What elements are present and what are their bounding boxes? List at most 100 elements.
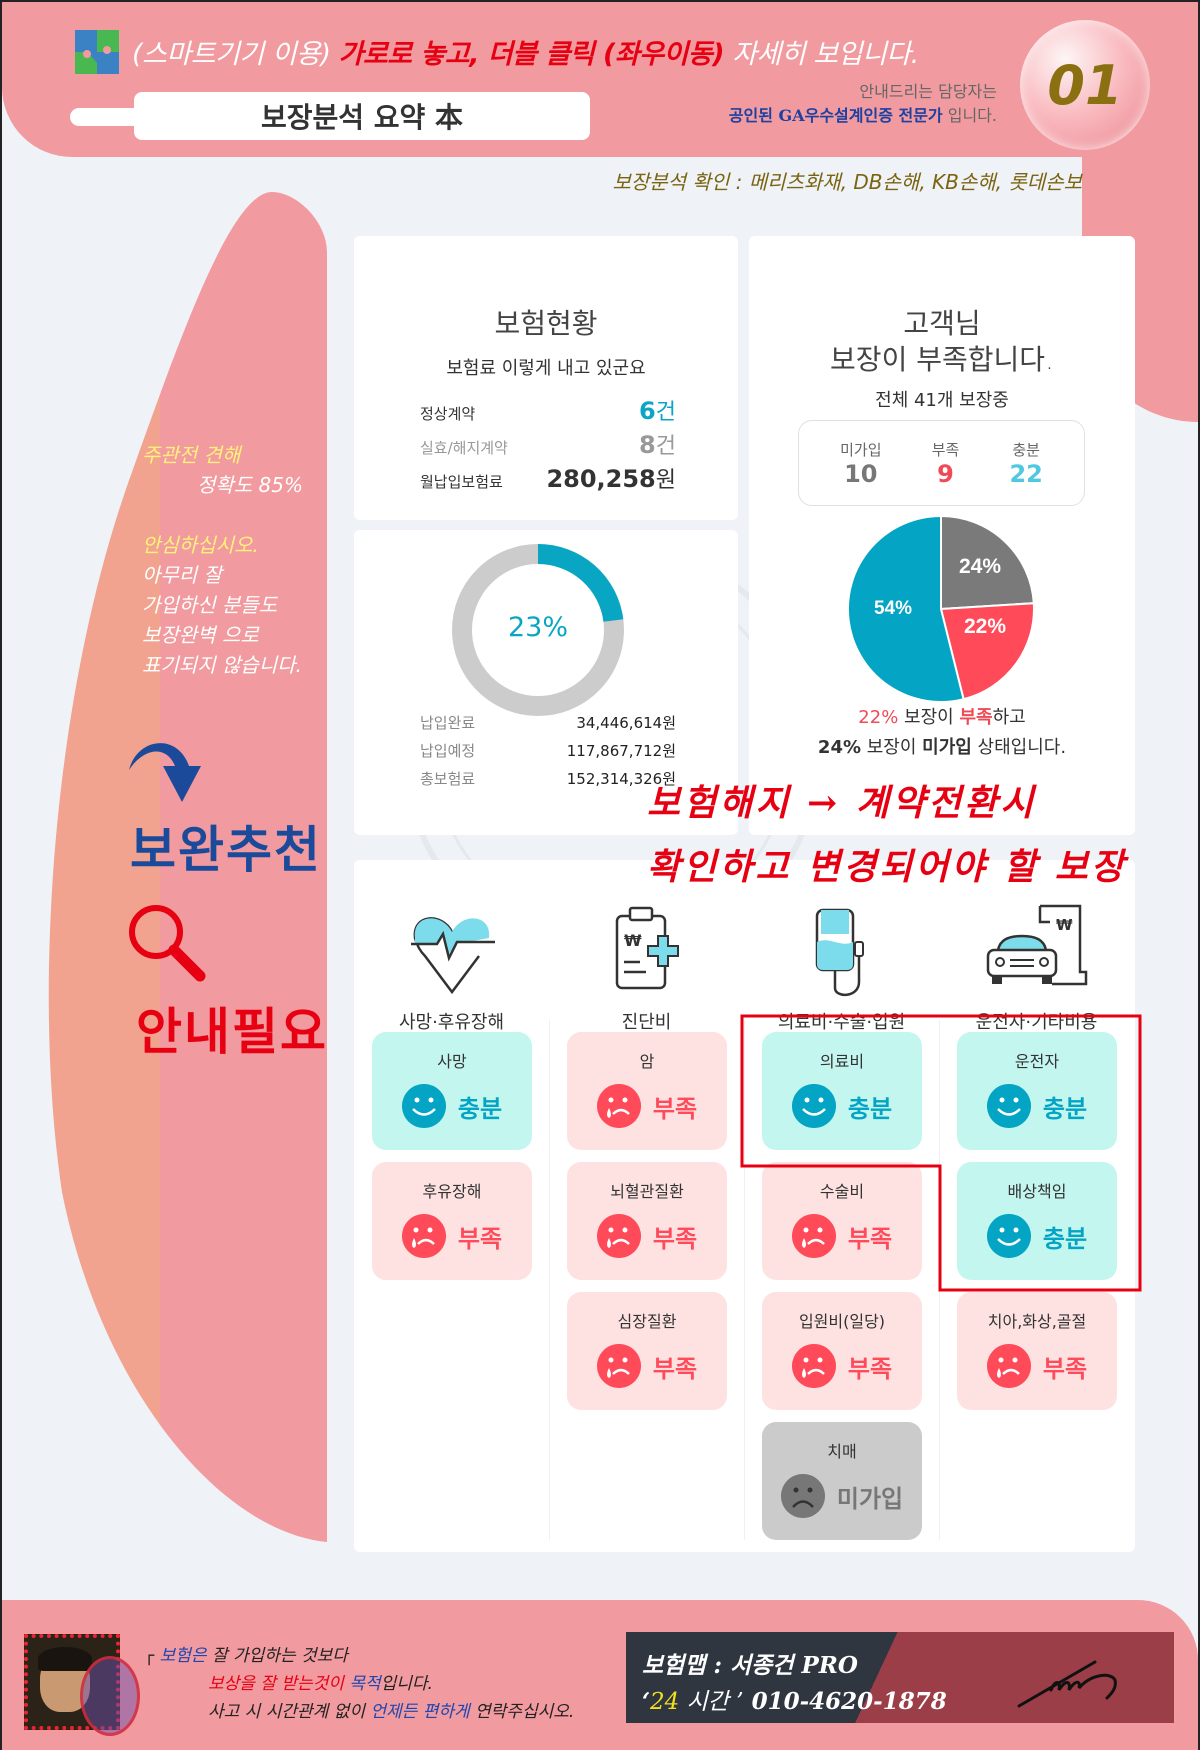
coverage-tile[interactable]: 의료비 충분 [762,1032,922,1150]
coverage-count-box: 미가입 10 부족 9 충분 22 [798,420,1085,506]
count-sufficient: 충분 22 [1009,439,1042,488]
car-receipt-icon: ₩ [986,904,1087,986]
column-divider [939,1020,940,1540]
coverage-status: 미가입 [836,1484,904,1513]
category-medical: 의료비·수술·입원 [744,902,939,1034]
status-card-title: 보험현황 [494,307,598,340]
summary-subtitle: 전체 41개 보장중 [875,390,1009,411]
payment-row: 납입예정 117,867,712원 [420,740,676,761]
heartbeat-icon [410,917,495,995]
coverage-tile[interactable]: 사망 충분 [372,1032,532,1150]
category-label: 진단비 [621,1012,672,1033]
agent-note-line2: 공인된 GA우수설계인증 전문가 입니다. [652,104,997,128]
count-value: 22 [1009,459,1043,488]
coverage-status: 충분 [1042,1094,1088,1123]
page-number-badge: 01 [1020,20,1150,150]
stat-row-active: 정상계약 6건 [420,394,676,426]
page-title: 보장분석 요약 本 [134,92,590,140]
postmark-seal-icon [80,1656,140,1736]
payment-progress-card: 23% 납입완료 34,446,614원 납입예정 117,867,712원 총… [354,530,738,835]
quote-line3: 사고 시 시간관계 없이 언제든 편하게 연락주십시오. [208,1702,575,1722]
payment-donut-chart [452,544,624,716]
instruction-suffix: 자세히 보입니다. [732,39,919,70]
coverage-tile[interactable]: 후유장해 부족 [372,1162,532,1280]
agent-note-line1: 안내드리는 담당자는 [859,82,997,101]
opinion-text: 주관전 견해 정확도 85% 안심하십시오. 아무리 잘 가입하신 분들도 보장… [142,440,303,680]
coverage-name: 입원비(일당) [798,1312,886,1331]
svg-text:₩: ₩ [624,931,642,950]
coverage-name: 수술비 [819,1182,865,1201]
coverage-name: 치매 [827,1442,857,1461]
pie-label-insufficient: 22% [964,615,1006,638]
insurers-line: 보장분석 확인 : 메리츠화재, DB손해, KB손해, 롯데손보 [612,170,1082,194]
coverage-summary-card: 고객님 보장이 부족합니다. 전체 41개 보장중 미가입 10 부족 9 충분… [749,236,1135,835]
coverage-tile[interactable]: 입원비(일당) 부족 [762,1292,922,1410]
column-divider [744,1020,745,1540]
payment-value: 34,446,614원 [576,714,676,732]
crying-face-icon [596,1214,641,1258]
happy-face-icon [986,1214,1031,1258]
stat-value: 6건 [639,397,676,425]
donut-percent-label: 23% [507,612,568,643]
payment-value: 117,867,712원 [566,742,676,760]
curved-arrow-icon [127,732,217,804]
happy-face-icon [401,1084,446,1128]
agent-note: 안내드리는 담당자는 공인된 GA우수설계인증 전문가 입니다. [652,80,997,128]
coverage-status: 부족 [847,1224,893,1253]
count-label: 부족 [931,440,960,459]
coverage-tile[interactable]: 치아,화상,골절 부족 [957,1292,1117,1410]
happy-face-icon [986,1084,1031,1128]
coverage-tile[interactable]: 심장질환 부족 [567,1292,727,1410]
happy-face-icon [791,1084,836,1128]
phone-number[interactable]: 010-4620-1878 [751,1688,947,1715]
guide-needed-label: 안내필요 [136,1002,328,1061]
coverage-tile[interactable]: 운전자 충분 [957,1032,1117,1150]
recommend-label: 보완추천 [130,820,322,879]
crying-face-icon [401,1214,446,1258]
category-label: 운전자·기타비용 [975,1012,1098,1033]
pie-caption-line1: 22% 보장이 부족하고 [858,707,1026,728]
quote-line1: ┌ 보험은 잘 가입하는 것보다 [144,1646,348,1666]
instruction-banner: (스마트기기 이용) 가로로 놓고, 더블 클릭 (좌우이동) 자세히 보입니다… [132,32,919,71]
stat-label: 월납입보험료 [420,473,503,491]
contact-line: ‘24 시간 ’ 010-4620-1878 [642,1688,947,1715]
coverage-name: 사망 [437,1052,467,1071]
clipboard-medical-icon: ₩ [615,906,679,990]
stat-label: 실효/해지계약 [420,439,508,457]
coverage-name: 후유장해 [422,1182,482,1201]
quote-line2: 보상을 잘 받는것이 목적입니다. [208,1674,433,1694]
coverage-tile[interactable]: 뇌혈관질환 부족 [567,1162,727,1280]
coverage-tile[interactable]: 암 부족 [567,1032,727,1150]
category-death-disability: 사망·후유장해 [354,902,549,1034]
category-driver-misc: ₩ 운전자·기타비용 [939,902,1134,1034]
stat-value: 8건 [639,431,676,459]
crying-face-icon [596,1344,641,1388]
left-decorative-panel [42,192,327,1542]
footer-quote: ┌ 보험은 잘 가입하는 것보다 보상을 잘 받는것이 목적입니다. 사고 시 … [144,1642,574,1726]
crying-face-icon [791,1214,836,1258]
stat-row-monthly-premium: 월납입보험료 280,258원 [420,462,676,494]
contact-banner[interactable]: 보험맵 : 서종건 PRO ‘24 시간 ’ 010-4620-1878 [626,1632,1174,1723]
coverage-tile[interactable]: 배상책임 충분 [957,1162,1117,1280]
payment-label: 납입완료 [420,714,476,732]
count-value: 9 [937,459,954,488]
category-label: 의료비·수술·입원 [777,1012,906,1033]
crying-face-icon [596,1084,641,1128]
magnifier-icon [124,900,208,984]
opinion-line: 가입하신 분들도 [142,593,278,617]
instruction-prefix: (스마트기기 이용) [132,39,331,70]
agent-credential: 공인된 GA우수설계인증 전문가 [728,106,943,125]
coverage-status: 충분 [847,1094,893,1123]
coverage-tile[interactable]: 수술비 부족 [762,1162,922,1280]
coverage-tile[interactable]: 치매 미가입 [762,1422,922,1540]
category-label: 사망·후유장해 [398,1012,505,1033]
coverage-name: 의료비 [819,1052,865,1071]
sad-face-icon [780,1474,825,1518]
stat-row-lapsed: 실효/해지계약 8건 [420,428,676,460]
coverage-name: 뇌혈관질환 [610,1182,684,1201]
app-logo-icon [75,30,119,74]
stat-value: 280,258원 [546,465,676,493]
pie-label-sufficient: 54% [874,598,912,619]
count-insufficient: 부족 9 [932,439,960,488]
opinion-line: 아무리 잘 [142,563,222,587]
